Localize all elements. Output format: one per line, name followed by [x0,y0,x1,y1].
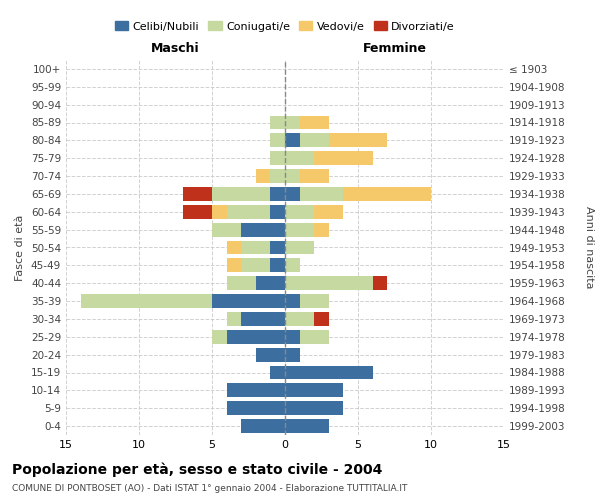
Bar [271,366,285,380]
Bar [241,258,271,272]
Bar [285,205,314,219]
Bar [285,276,373,290]
Bar [271,205,285,219]
Bar [212,205,227,219]
Bar [183,205,212,219]
Bar [285,240,314,254]
Bar [271,134,285,147]
Bar [227,312,241,326]
Bar [299,294,329,308]
Bar [212,294,285,308]
Bar [241,222,285,236]
Bar [329,134,387,147]
Bar [285,116,299,130]
Bar [299,116,329,130]
Bar [241,240,271,254]
Bar [256,348,285,362]
Bar [285,401,343,415]
Bar [285,258,299,272]
Bar [227,401,285,415]
Bar [285,222,314,236]
Bar [285,151,314,165]
Bar [285,330,299,344]
Bar [285,348,299,362]
Bar [256,276,285,290]
Bar [227,384,285,398]
Bar [271,187,285,201]
Bar [227,276,256,290]
Bar [285,187,299,201]
Bar [314,151,373,165]
Bar [227,240,241,254]
Bar [285,134,299,147]
Bar [80,294,212,308]
Bar [299,330,329,344]
Bar [285,169,299,183]
Bar [299,187,343,201]
Bar [212,222,241,236]
Bar [314,312,329,326]
Bar [227,330,285,344]
Bar [285,366,373,380]
Bar [256,169,271,183]
Bar [271,151,285,165]
Bar [271,116,285,130]
Text: COMUNE DI PONTBOSET (AO) - Dati ISTAT 1° gennaio 2004 - Elaborazione TUTTITALIA.: COMUNE DI PONTBOSET (AO) - Dati ISTAT 1°… [12,484,407,493]
Bar [271,258,285,272]
Bar [299,134,329,147]
Text: Popolazione per età, sesso e stato civile - 2004: Popolazione per età, sesso e stato civil… [12,462,382,477]
Y-axis label: Fasce di età: Fasce di età [16,214,25,280]
Bar [241,419,285,433]
Y-axis label: Anni di nascita: Anni di nascita [584,206,593,289]
Bar [299,169,329,183]
Bar [285,294,299,308]
Bar [314,222,329,236]
Bar [285,384,343,398]
Bar [271,169,285,183]
Text: Femmine: Femmine [362,42,427,54]
Bar [241,312,285,326]
Bar [285,312,314,326]
Bar [227,258,241,272]
Bar [271,240,285,254]
Bar [373,276,387,290]
Bar [212,330,227,344]
Bar [227,205,271,219]
Bar [183,187,212,201]
Bar [285,419,329,433]
Bar [212,187,271,201]
Bar [314,205,343,219]
Text: Maschi: Maschi [151,42,200,54]
Bar [343,187,431,201]
Legend: Celibi/Nubili, Coniugati/e, Vedovi/e, Divorziati/e: Celibi/Nubili, Coniugati/e, Vedovi/e, Di… [110,17,460,36]
